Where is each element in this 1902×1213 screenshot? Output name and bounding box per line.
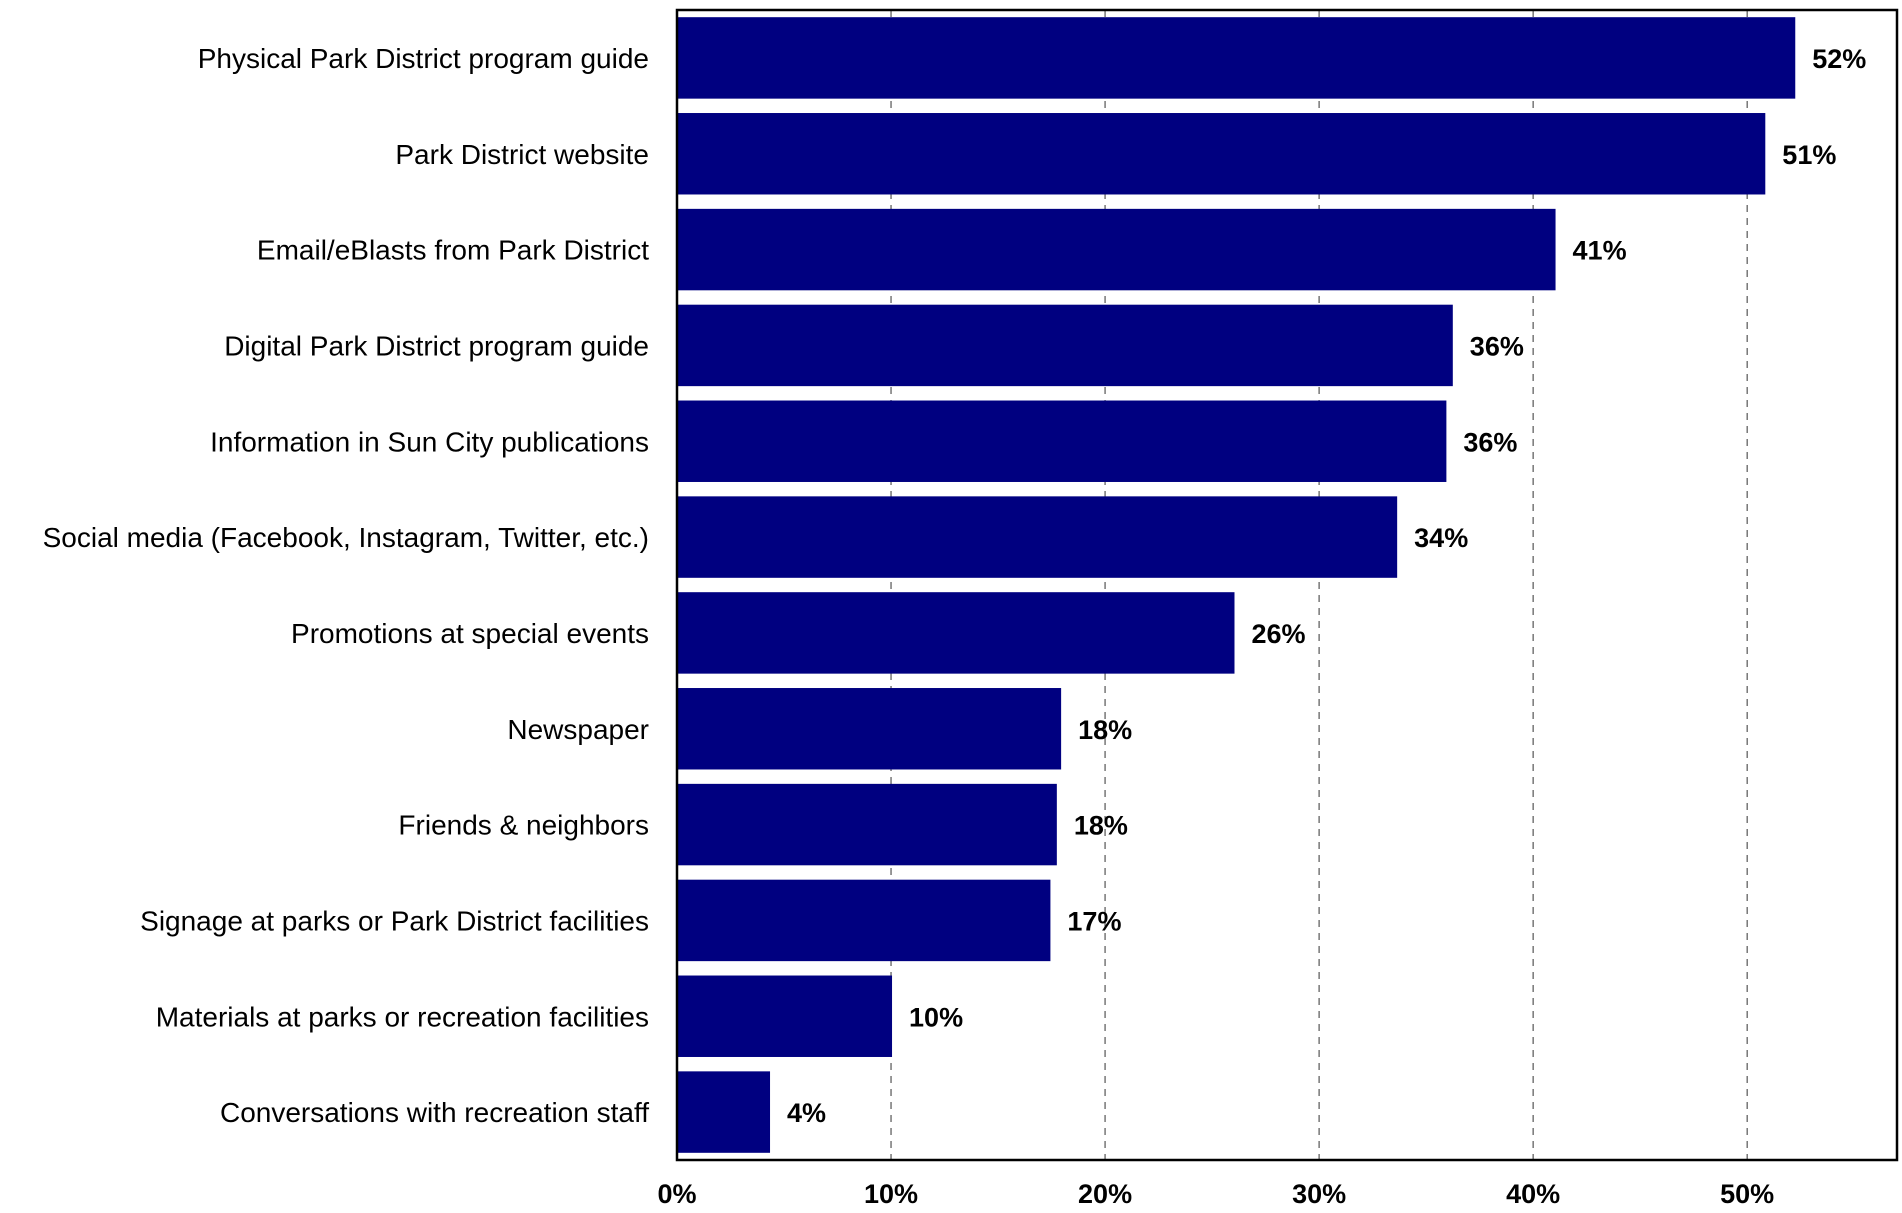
bar: [678, 208, 1556, 291]
category-label: Physical Park District program guide: [198, 43, 649, 74]
x-tick-label: 20%: [1078, 1179, 1132, 1209]
bar: [678, 783, 1057, 866]
category-label: Social media (Facebook, Instagram, Twitt…: [43, 522, 649, 553]
category-labels: Physical Park District program guide Park…: [43, 43, 650, 1128]
bar: [678, 496, 1398, 578]
bar: [678, 975, 893, 1057]
x-tick-label: 30%: [1292, 1179, 1346, 1209]
value-label: 34%: [1414, 523, 1468, 553]
x-tick-label: 40%: [1506, 1179, 1560, 1209]
bars: [678, 17, 1796, 1153]
category-label: Digital Park District program guide: [224, 330, 649, 361]
x-axis-tick-labels: 0% 10% 20% 30% 40% 50%: [657, 1179, 1774, 1209]
value-label: 18%: [1078, 715, 1132, 745]
plot-area-frame: [675, 8, 1899, 1162]
bar: [678, 1071, 771, 1153]
value-label: 36%: [1470, 331, 1524, 361]
bar: [678, 113, 1766, 195]
category-label: Newspaper: [507, 714, 649, 745]
value-label: 26%: [1251, 619, 1305, 649]
category-label: Signage at parks or Park District facili…: [140, 905, 649, 936]
value-label: 10%: [909, 1002, 963, 1032]
bar: [678, 879, 1051, 962]
bar: [678, 688, 1062, 770]
category-label: Materials at parks or recreation facilit…: [156, 1001, 649, 1032]
gridlines: [890, 10, 1748, 1160]
x-tick-label: 50%: [1720, 1179, 1774, 1209]
bar: [678, 17, 1796, 99]
value-labels: 52% 51% 41% 36% 36% 34% 26% 18% 18% 17% 10% 4%: [787, 44, 1866, 1128]
category-label: Information in Sun City publications: [210, 426, 649, 457]
value-label: 52%: [1812, 44, 1866, 74]
value-label: 51%: [1782, 140, 1836, 170]
x-tick-label: 10%: [864, 1179, 918, 1209]
x-tick-label: 0%: [657, 1179, 696, 1209]
bar: [678, 304, 1453, 387]
value-label: 41%: [1573, 236, 1627, 266]
value-label: 36%: [1463, 427, 1517, 457]
bar: [678, 400, 1447, 482]
category-label: Park District website: [395, 139, 649, 170]
value-label: 17%: [1067, 906, 1121, 936]
bar: [678, 592, 1235, 674]
category-label: Promotions at special events: [291, 618, 649, 649]
category-label: Email/eBlasts from Park District: [257, 235, 649, 266]
category-label: Friends & neighbors: [398, 810, 649, 841]
value-label: 4%: [787, 1098, 826, 1128]
value-label: 18%: [1074, 811, 1128, 841]
category-label: Conversations with recreation staff: [220, 1097, 649, 1128]
